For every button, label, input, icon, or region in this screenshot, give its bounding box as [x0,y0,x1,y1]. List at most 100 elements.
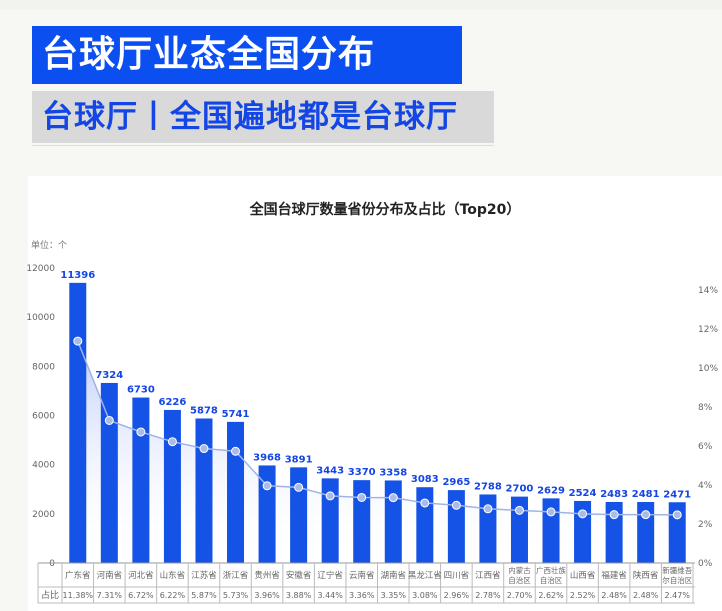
category-label: 四川省 [444,570,470,581]
bar [542,498,560,563]
value-label: 3083 [411,474,439,485]
bar [479,494,497,563]
share-table-value: 7.31% [97,591,123,600]
category-label: 浙江省 [223,570,249,581]
category-label: 新疆维吾 [662,565,692,575]
y-axis-ticks: 0 2000 4000 6000 8000 10000 12000 [26,264,55,569]
value-label: 11396 [60,270,95,281]
category-label: 自治区 [540,575,563,585]
bar [637,502,655,563]
category-label: 内蒙古 [508,565,531,575]
share-table-value: 2.48% [633,591,659,600]
share-point [609,510,619,520]
category-label: 福建省 [601,570,627,581]
share-point [451,500,461,510]
share-point [73,336,83,346]
y-tick-label: 10000 [26,313,55,323]
bar [668,502,686,563]
bar [163,409,181,563]
share-point [641,510,651,520]
value-label: 2700 [506,484,534,495]
category-label: 云南省 [349,570,375,581]
category-label: 河北省 [128,570,154,581]
share-table-value: 6.22% [160,591,186,600]
top-strip [0,0,722,10]
y2-axis-ticks: 0% 2% 4% 6% 8% 10% 12% 14% [698,286,718,569]
share-points [73,336,682,520]
y2-tick-label: 12% [698,325,718,335]
value-label: 2524 [569,488,597,499]
share-point [136,427,146,437]
share-point [578,509,588,519]
bar [416,487,434,563]
value-label: 6226 [159,397,187,408]
category-label: 陕西省 [633,570,659,581]
category-label: 广西壮族 [536,565,566,575]
value-label: 2629 [537,485,565,496]
page-title: 台球厅业态全国分布 [32,26,462,84]
value-label: 3891 [285,454,313,465]
share-point [167,437,177,447]
share-point [104,415,114,425]
share-table-value: 3.35% [381,591,407,600]
bar [447,490,465,563]
share-point [357,492,367,502]
category-label: 辽宁省 [317,570,343,581]
value-label: 3443 [316,465,344,476]
share-line [77,340,678,516]
share-point [388,493,398,503]
category-label: 黑龙江省 [408,570,443,581]
share-point [483,504,493,514]
share-table-value: 5.87% [191,591,217,600]
share-point [199,444,209,454]
value-label: 2483 [600,489,628,500]
value-label: 3358 [379,467,407,478]
category-label: 山西省 [570,570,596,581]
share-table-value: 3.08% [412,591,438,600]
share-table-value: 3.96% [254,591,280,600]
y2-tick-label: 8% [698,403,713,413]
value-label: 2965 [442,477,470,488]
share-point [294,482,304,492]
table-row-label: 占比 [41,589,59,601]
category-label: 江苏省 [191,570,217,581]
y-tick-label: 12000 [26,264,55,274]
share-point [546,507,556,517]
value-label: 2471 [663,489,691,500]
share-point [672,510,682,520]
value-label: 2788 [474,481,502,492]
bars-group [69,282,686,563]
y2-tick-label: 10% [698,364,718,374]
bar [227,421,245,563]
share-table-value: 3.88% [286,591,312,600]
y-tick-label: 0 [49,559,55,569]
category-label: 尔自治区 [662,575,692,585]
value-label: 6730 [127,385,155,396]
y2-tick-label: 0% [698,559,713,569]
page-subtitle: 台球厅丨全国遍地都是台球厅 [32,91,494,143]
subtitle-divider [32,145,494,146]
bar [321,478,339,563]
bar [132,397,150,563]
share-table-value: 2.48% [601,591,627,600]
category-label: 山东省 [160,570,186,581]
share-table-value: 3.44% [317,591,343,600]
value-label: 7324 [95,370,123,381]
share-point [420,498,430,508]
bar [574,500,592,563]
share-table-value: 2.96% [444,591,470,600]
share-point [231,446,241,456]
category-label: 河南省 [97,570,123,581]
bar [510,496,528,563]
bar [605,501,623,563]
share-table-value: 6.72% [128,591,154,600]
y-tick-label: 8000 [32,362,55,372]
bar [69,282,87,563]
y-tick-label: 4000 [32,461,55,471]
share-table-value: 2.78% [475,591,501,600]
share-table: 占比广东省 河南省 河北省 山东省 江苏省 浙江省 贵州省 安徽省 辽宁省 云南省 湖南省 黑龙江省四… [37,563,695,604]
share-point [325,491,335,501]
share-table-value: 3.36% [349,591,375,600]
